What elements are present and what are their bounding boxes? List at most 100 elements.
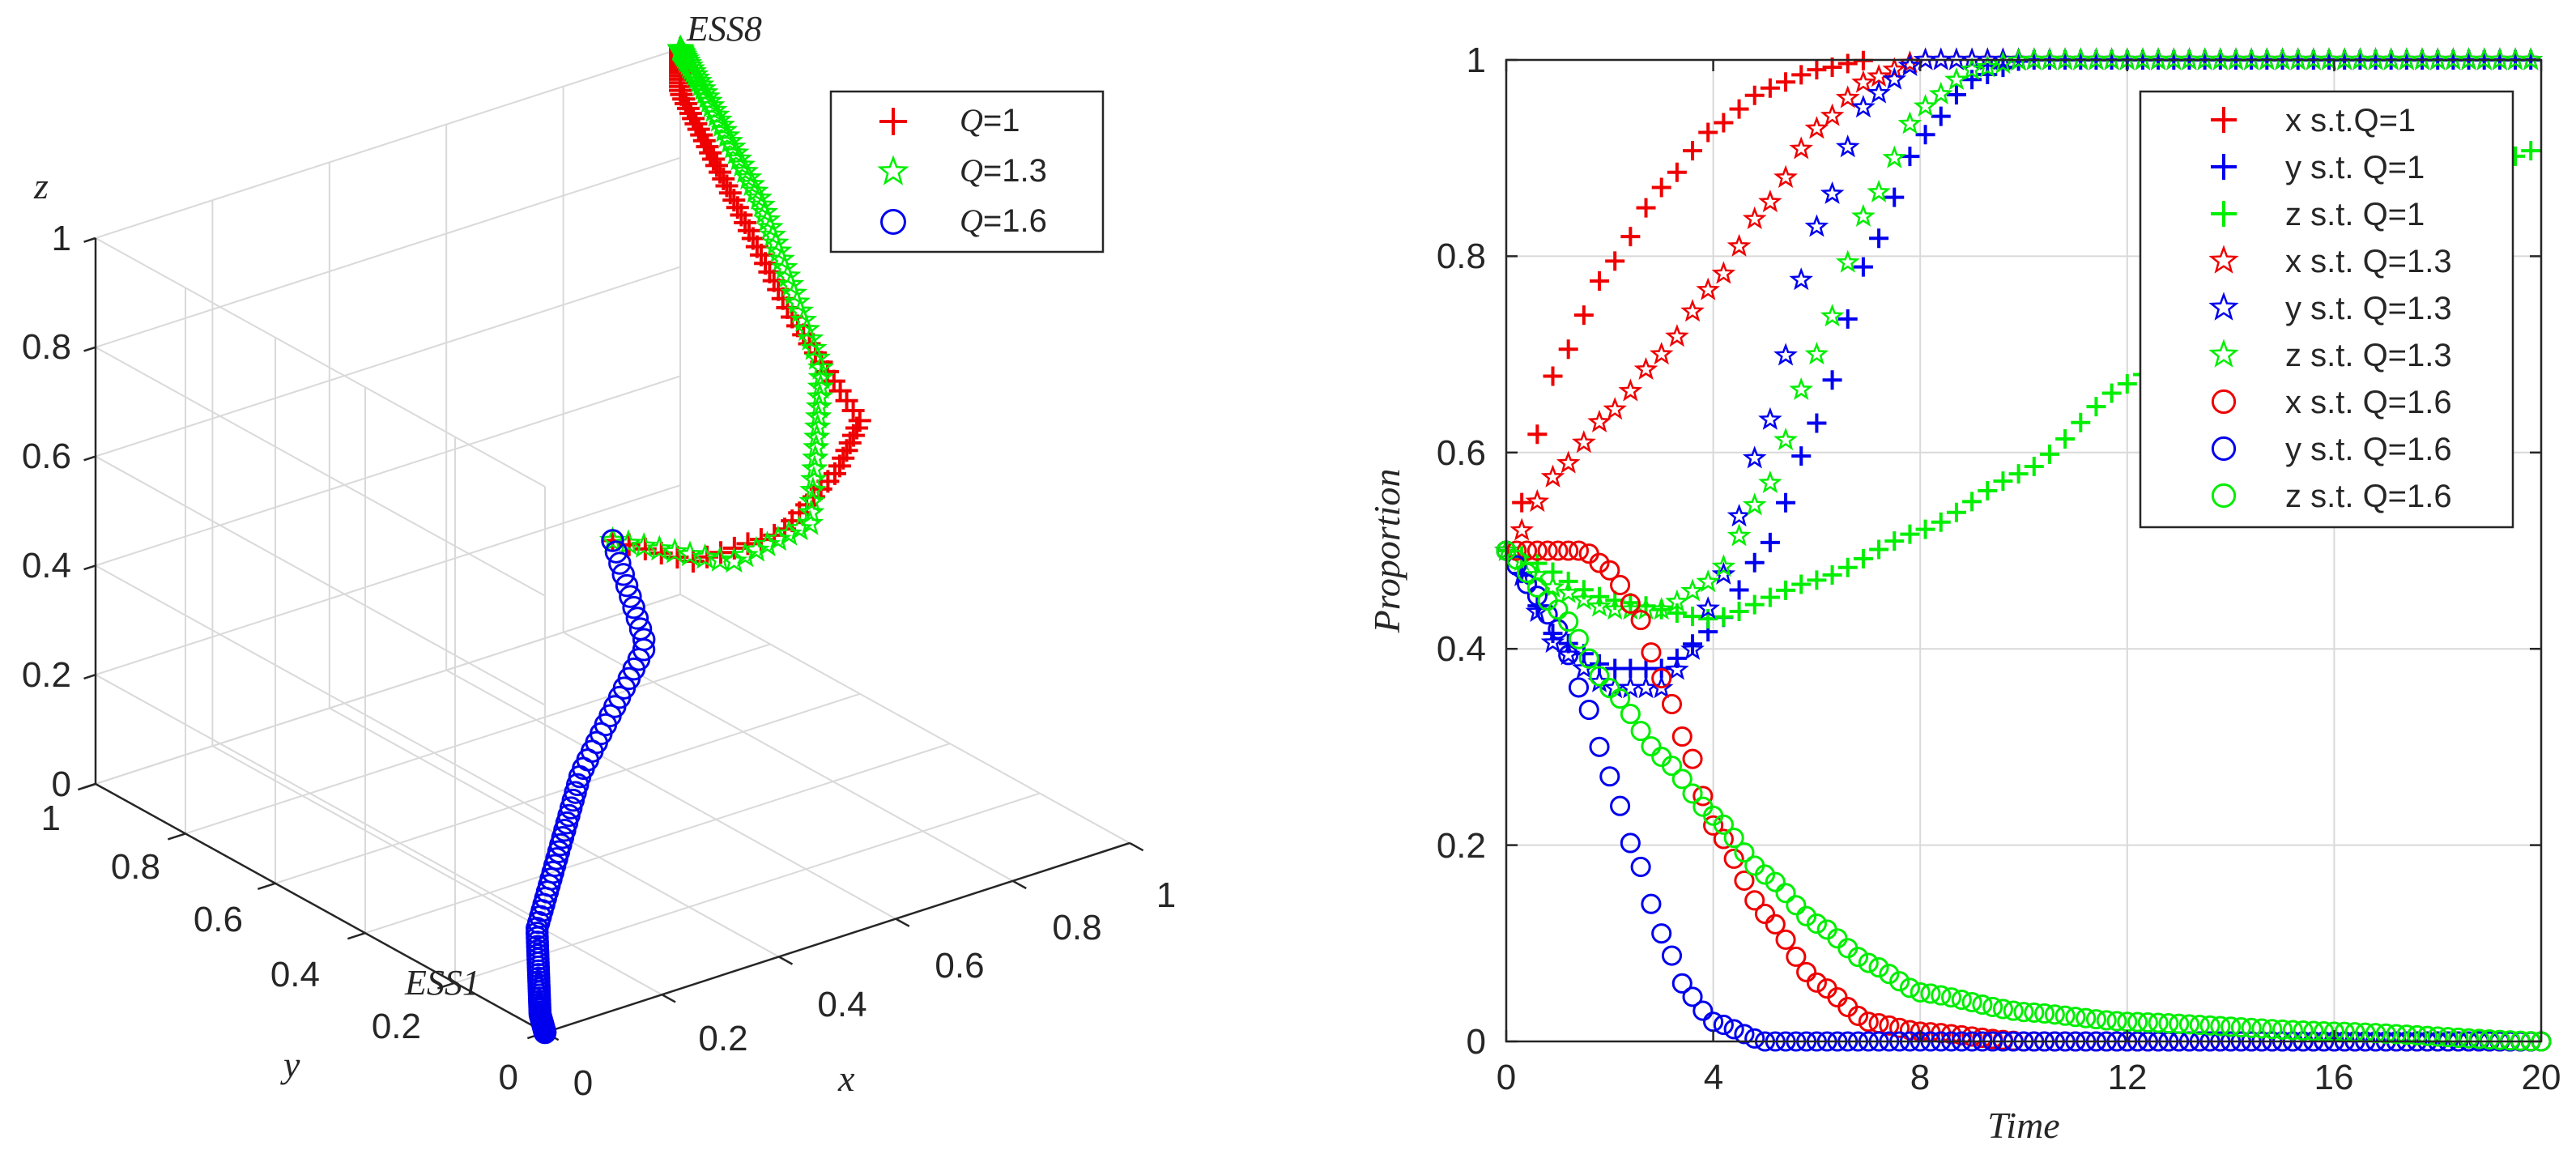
data-point <box>799 476 827 503</box>
data-point <box>611 563 636 586</box>
data-point <box>1578 648 1599 669</box>
data-point <box>2158 1013 2179 1034</box>
data-point <box>1590 270 1610 291</box>
data-point <box>676 540 704 567</box>
data-point <box>1599 560 1620 581</box>
legend-marker <box>880 209 906 235</box>
data-point <box>598 526 627 552</box>
data-point <box>1882 145 1907 168</box>
data-point <box>1512 492 1532 513</box>
data-point <box>679 102 702 126</box>
data-point <box>1713 828 1734 850</box>
data-point <box>1776 492 1796 513</box>
ticks-2d <box>1505 58 2543 1043</box>
data-point <box>1858 952 1879 973</box>
data-point <box>692 129 716 152</box>
y-tick: 1 <box>41 798 61 838</box>
data-point <box>2468 1028 2489 1050</box>
x-tick: 12 <box>2108 1058 2148 1097</box>
legend-label: x s.t. Q=1.6 <box>2285 385 2452 420</box>
data-point <box>1682 986 1703 1007</box>
legend-marker <box>2211 483 2237 509</box>
data-point <box>1915 519 1935 539</box>
data-point <box>684 112 708 135</box>
y-tick: 0.4 <box>270 955 320 994</box>
series-2d <box>1494 47 2552 1052</box>
data-point <box>1765 871 1786 892</box>
data-point <box>1571 655 1596 679</box>
x-axis-line <box>544 841 1130 1034</box>
data-point <box>1744 890 1765 911</box>
x-tick: 0 <box>573 1063 593 1103</box>
y-tick-mark <box>77 782 96 791</box>
grid-line <box>185 643 771 835</box>
data-point <box>682 107 705 130</box>
y-axis-label: y <box>280 1044 300 1085</box>
data-point <box>807 353 835 380</box>
data-point <box>1806 913 1827 935</box>
data-point <box>533 1020 557 1045</box>
data-point <box>1900 524 1920 544</box>
data-point <box>803 343 831 370</box>
data-point <box>1548 540 1569 561</box>
data-point <box>2407 1024 2428 1045</box>
data-point <box>1651 923 1672 944</box>
data-point <box>1773 343 1798 366</box>
data-point <box>1791 574 1812 594</box>
legend-3d: Q=1 Q=1.3 Q=1.6 <box>829 90 1105 253</box>
grid-line <box>454 792 1041 984</box>
data-point <box>2127 1011 2148 1033</box>
data-point <box>1791 446 1812 466</box>
data-point <box>1651 177 1671 198</box>
legend-label: x s.t.Q=1 <box>2285 103 2416 138</box>
data-point <box>1727 504 1752 527</box>
z-tick: 0 <box>52 764 71 804</box>
data-point <box>1940 1024 1962 1045</box>
x-tick: 0 <box>1497 1058 1516 1097</box>
data-point <box>2500 1030 2521 1051</box>
data-point <box>2106 1011 2127 1032</box>
data-point <box>1837 309 1858 329</box>
data-point <box>1589 736 1610 757</box>
data-point <box>1867 179 1891 202</box>
data-point <box>1742 492 1767 516</box>
data-point <box>2189 1015 2210 1036</box>
data-point <box>1975 54 2000 78</box>
data-point <box>1671 726 1692 747</box>
data-point <box>1727 233 1752 257</box>
data-point <box>1630 856 1651 878</box>
data-point <box>805 392 833 419</box>
data-point <box>802 444 829 471</box>
data-point <box>1899 977 1920 999</box>
z-tick: 0.8 <box>22 327 71 367</box>
data-point <box>1537 604 1558 625</box>
data-point <box>1796 905 1817 926</box>
data-point <box>1526 586 1548 607</box>
data-point <box>1714 113 1734 133</box>
data-point <box>2169 1013 2190 1034</box>
data-point <box>1665 657 1689 680</box>
y-tick: 0.6 <box>194 900 243 939</box>
data-point <box>1835 85 1860 109</box>
data-point <box>1879 1015 1900 1036</box>
data-point <box>803 423 831 449</box>
data-point <box>1517 573 1538 594</box>
data-point <box>1744 1028 1765 1049</box>
data-point <box>2521 141 2541 161</box>
data-point <box>1696 277 1721 300</box>
data-point <box>1760 532 1780 552</box>
data-point <box>1742 206 1767 230</box>
z-tick-mark <box>83 455 96 462</box>
data-point <box>1641 736 1662 757</box>
data-point <box>743 535 770 562</box>
data-point <box>687 117 710 141</box>
x-tick-mark <box>1129 841 1144 852</box>
data-point <box>2262 1019 2283 1040</box>
data-point <box>2519 47 2543 70</box>
data-point <box>1915 125 1935 145</box>
legend-marker <box>2211 436 2237 462</box>
data-point <box>2034 1003 2055 1024</box>
y-tick: 0 <box>1467 1022 1486 1062</box>
data-point <box>2293 1020 2314 1041</box>
data-point <box>2210 1016 2231 1037</box>
